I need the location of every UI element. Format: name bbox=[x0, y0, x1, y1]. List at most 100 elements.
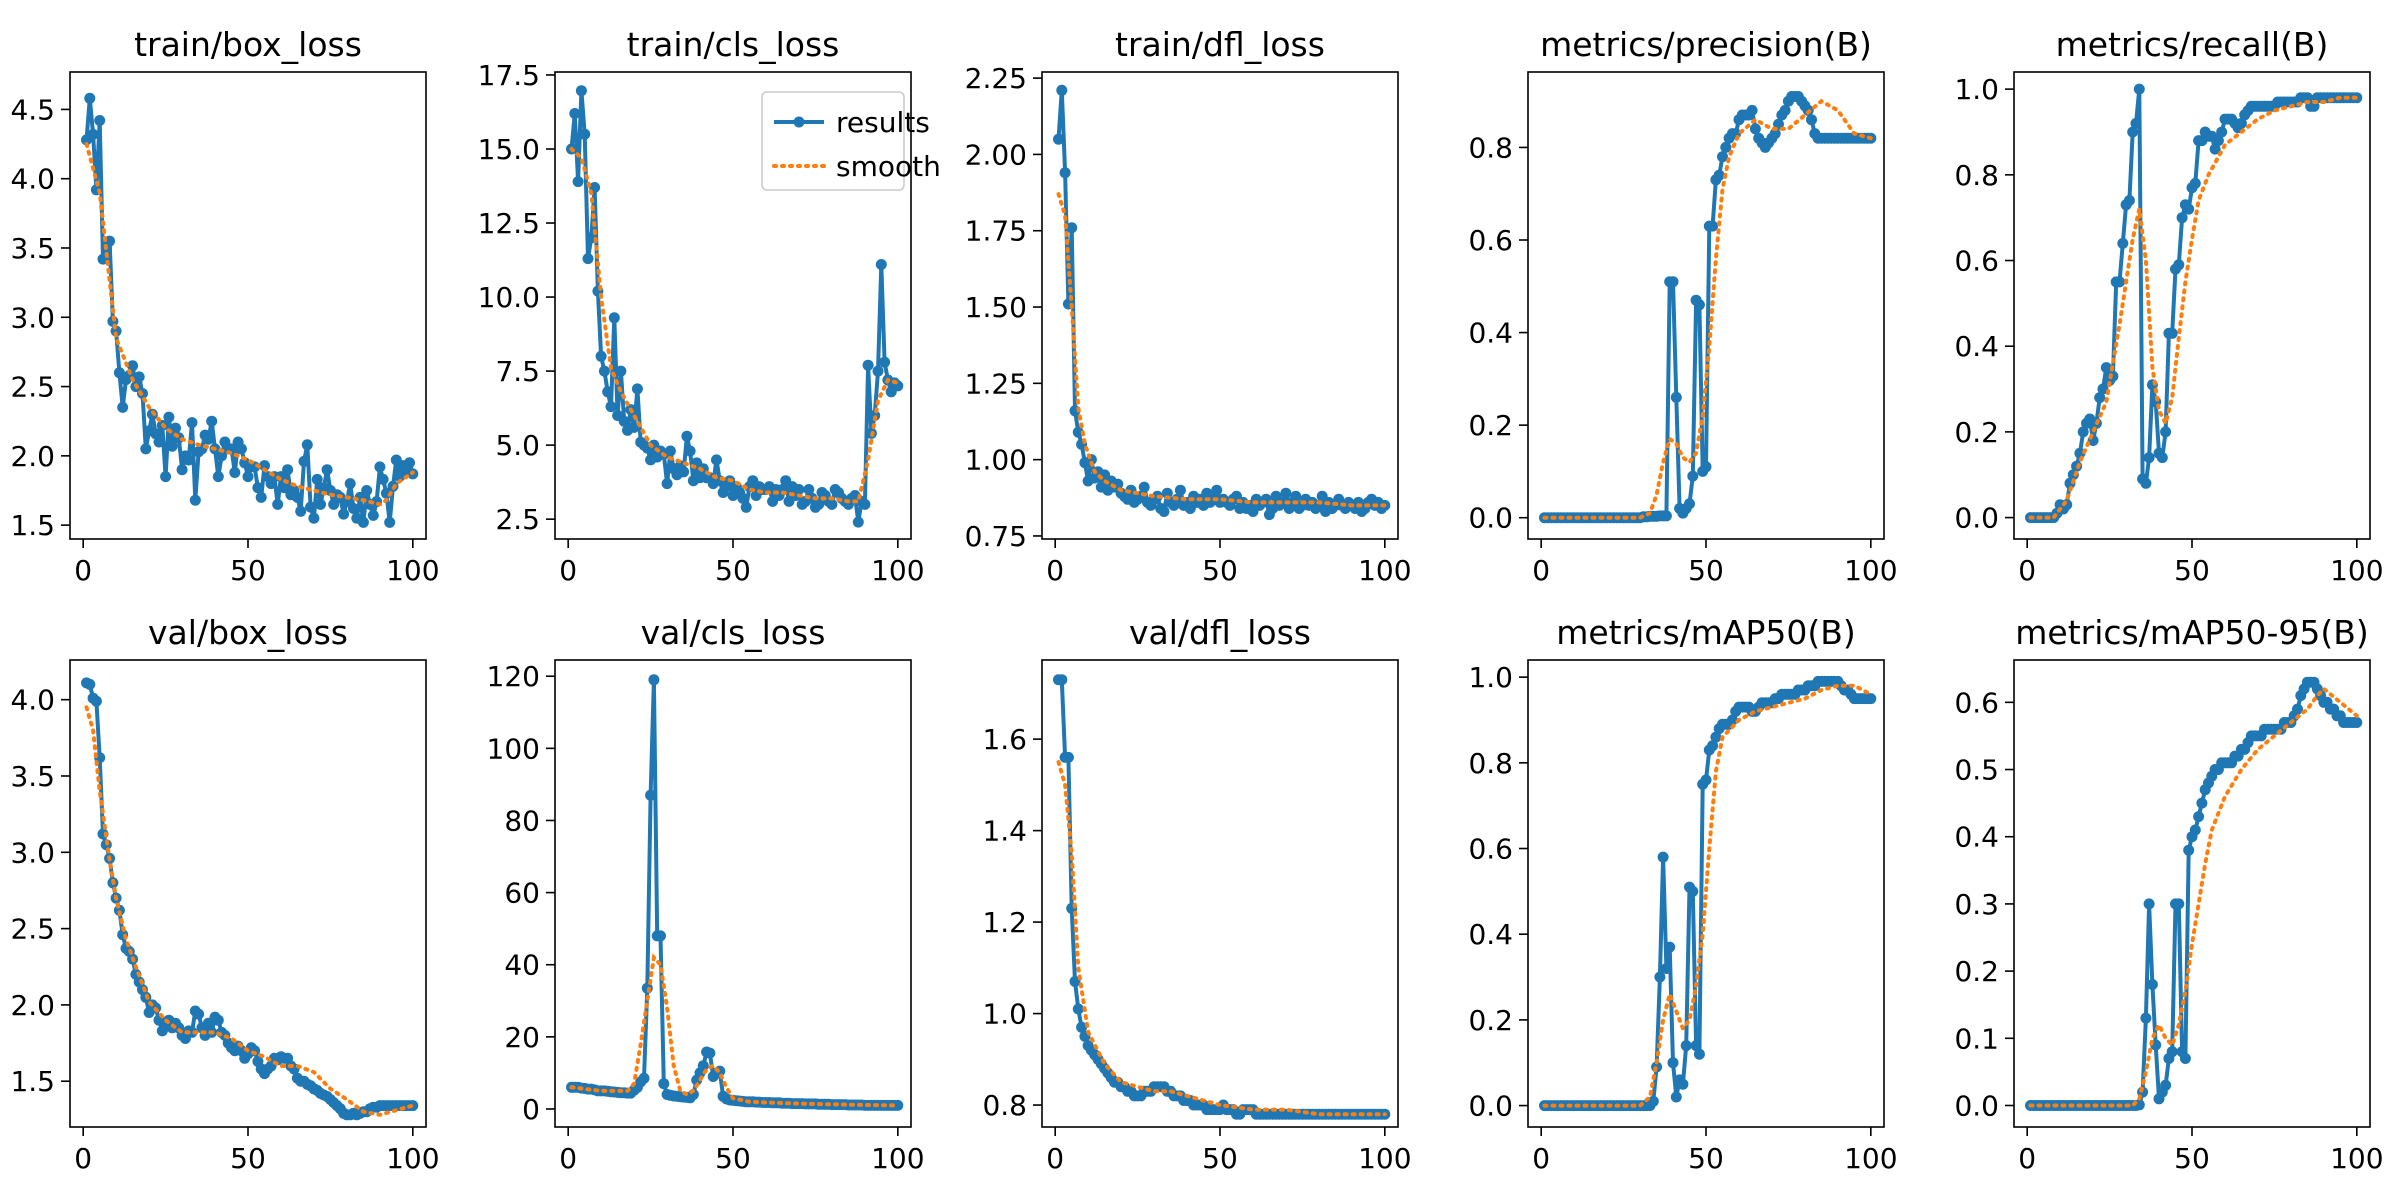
results-point bbox=[1654, 971, 1666, 983]
results-point bbox=[291, 491, 303, 503]
y-tick-label: 1.0 bbox=[1468, 661, 1513, 694]
y-tick-label: 0.8 bbox=[1468, 131, 1513, 164]
results-point bbox=[579, 128, 591, 140]
results-point bbox=[315, 498, 326, 510]
results-point bbox=[2143, 452, 2155, 464]
subplot: metrics/mAP50-95(B) 0 50 100 0.0 0.1 0.2 0.3 0.4… bbox=[1954, 613, 2383, 1175]
results-point bbox=[1066, 222, 1078, 234]
results-point bbox=[1717, 151, 1728, 163]
y-tick-label: 2.00 bbox=[965, 138, 1027, 171]
results-point bbox=[2160, 426, 2172, 438]
results-point bbox=[377, 473, 389, 485]
results-point bbox=[2140, 1012, 2152, 1024]
x-tick-label: 0 bbox=[2018, 1142, 2036, 1175]
results-point bbox=[618, 415, 630, 427]
x-tick-label: 0 bbox=[74, 1142, 92, 1175]
results-point bbox=[1769, 128, 1781, 140]
y-tick-label: 1.6 bbox=[982, 723, 1027, 756]
results-point bbox=[133, 371, 145, 383]
results-point bbox=[2094, 392, 2106, 404]
results-point bbox=[1707, 740, 1719, 752]
x-tick-label: 100 bbox=[386, 1142, 439, 1175]
results-point bbox=[1280, 487, 1292, 499]
results-point bbox=[140, 443, 152, 455]
results-point bbox=[658, 1078, 670, 1090]
results-point bbox=[1056, 674, 1068, 686]
results-point bbox=[645, 789, 657, 801]
results-point bbox=[582, 253, 594, 265]
results-point bbox=[305, 501, 317, 513]
y-tick-label: 0.4 bbox=[1468, 317, 1513, 350]
results-point bbox=[308, 512, 320, 524]
results-point bbox=[684, 445, 696, 457]
results-point bbox=[605, 401, 617, 413]
results-point bbox=[803, 484, 815, 495]
results-point bbox=[255, 491, 267, 503]
x-tick-label: 50 bbox=[1202, 1142, 1238, 1175]
x-tick-label: 0 bbox=[74, 554, 92, 587]
results-point bbox=[2100, 362, 2112, 374]
results-point bbox=[183, 454, 195, 466]
y-tick-label: 5.0 bbox=[495, 429, 540, 462]
results-point bbox=[1211, 484, 1223, 496]
y-tick-label: 1.2 bbox=[982, 906, 1027, 939]
results-point bbox=[166, 440, 178, 452]
y-tick-label: 1.00 bbox=[965, 444, 1027, 477]
results-point bbox=[872, 365, 884, 377]
y-tick-label: 0.8 bbox=[982, 1089, 1027, 1122]
y-tick-label: 120 bbox=[487, 660, 540, 693]
y-tick-label: 0.0 bbox=[1954, 502, 1999, 535]
results-point bbox=[678, 466, 690, 478]
y-tick-label: 3.0 bbox=[10, 301, 55, 334]
results-point bbox=[216, 450, 228, 462]
results-point bbox=[2292, 703, 2303, 715]
results-point bbox=[638, 1072, 650, 1084]
legend: results smooth bbox=[761, 91, 941, 191]
x-tick-label: 50 bbox=[715, 1142, 751, 1175]
y-tick-label: 3.0 bbox=[10, 836, 55, 869]
results-point bbox=[1667, 276, 1679, 288]
results-point bbox=[2183, 844, 2195, 856]
results-point bbox=[1690, 1040, 1702, 1052]
y-tick-label: 60 bbox=[504, 877, 540, 910]
results-point bbox=[1687, 885, 1699, 897]
results-point bbox=[1746, 104, 1758, 116]
subplot: metrics/mAP50(B) 0 50 100 0.0 0.2 0.4 0.6 0.8 1.0 bbox=[1468, 613, 1897, 1175]
results-point bbox=[1138, 481, 1150, 493]
results-point bbox=[344, 478, 356, 490]
y-tick-label: 1.4 bbox=[982, 815, 1027, 848]
results-point bbox=[2127, 126, 2139, 138]
y-tick-label: 0.0 bbox=[1468, 1090, 1513, 1123]
results-point bbox=[87, 128, 99, 140]
results-point bbox=[879, 356, 891, 368]
axes-frame bbox=[69, 659, 427, 1128]
subplot-title: metrics/recall(B) bbox=[2056, 25, 2329, 64]
results-point bbox=[681, 430, 693, 442]
x-tick-label: 50 bbox=[2174, 554, 2210, 587]
subplot-title: train/dfl_loss bbox=[1115, 25, 1325, 64]
results-point bbox=[2097, 383, 2109, 395]
results-point bbox=[1062, 751, 1074, 763]
results-point bbox=[826, 498, 838, 510]
y-tick-label: 3.5 bbox=[10, 232, 55, 265]
results-point bbox=[1290, 490, 1302, 502]
y-tick-label: 17.5 bbox=[478, 59, 540, 92]
y-tick-label: 1.5 bbox=[10, 1065, 55, 1098]
results-point bbox=[2179, 1053, 2191, 1064]
results-point bbox=[1072, 426, 1084, 438]
results-point bbox=[2173, 898, 2185, 910]
x-tick-label: 50 bbox=[1202, 554, 1238, 587]
y-tick-label: 40 bbox=[504, 949, 540, 982]
results-point bbox=[631, 383, 643, 395]
y-tick-label: 4.0 bbox=[10, 163, 55, 196]
results-point bbox=[338, 508, 350, 520]
results-point bbox=[2146, 979, 2158, 990]
smooth-line bbox=[2028, 686, 2359, 1108]
subplot-title: val/cls_loss bbox=[641, 613, 826, 652]
subplot-title: train/box_loss bbox=[134, 25, 362, 64]
results-point bbox=[1158, 506, 1170, 517]
y-tick-label: 0.5 bbox=[1954, 754, 1999, 787]
results-point bbox=[602, 386, 614, 398]
results-point bbox=[186, 417, 198, 429]
